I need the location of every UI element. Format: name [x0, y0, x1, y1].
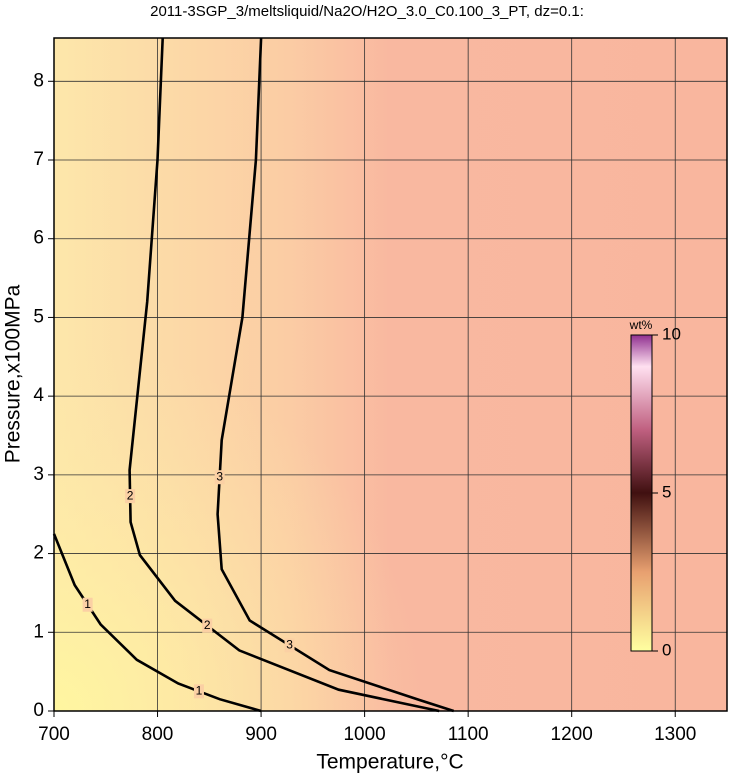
y-tick-label: 3	[33, 464, 44, 485]
y-axis-label: Pressure,x100MPa	[2, 284, 25, 463]
chart-title: 2011-3SGP_3/meltsliquid/Na2O/H2O_3.0_C0.…	[150, 3, 584, 20]
contour-label-bg	[202, 618, 213, 633]
plot-shading	[54, 38, 727, 711]
colorbar	[630, 334, 653, 652]
x-tick-label: 1000	[343, 724, 385, 745]
plot-frame	[53, 37, 728, 712]
contour-line	[216, 37, 455, 713]
contour-label: 3	[216, 469, 223, 483]
contour-label: 3	[286, 637, 293, 651]
contour-label-bg	[284, 638, 295, 653]
colorbar-tick-label: 0	[662, 640, 671, 659]
y-tick-label: 6	[33, 228, 44, 249]
contour-label: 2	[127, 488, 134, 502]
y-tick-label: 4	[33, 385, 44, 406]
y-tick-label: 5	[33, 306, 44, 327]
y-tick-label: 2	[33, 543, 44, 564]
y-tick-label: 0	[33, 700, 44, 721]
colorbar-label: wt%	[629, 318, 653, 332]
contour-line	[128, 37, 440, 713]
x-tick-label: 900	[245, 724, 277, 745]
x-tick-label: 1300	[654, 724, 696, 745]
contour-label: 2	[204, 618, 211, 632]
contour-label-bg	[125, 489, 136, 504]
x-axis-label: Temperature,°C	[316, 751, 463, 774]
contour-label: 1	[84, 597, 91, 611]
colorbar-tick-label: 10	[662, 324, 681, 343]
contour-label-bg	[82, 597, 93, 612]
y-tick-label: 7	[33, 149, 44, 170]
colorbar-tick-label: 5	[662, 482, 671, 501]
y-tick-label: 8	[33, 70, 44, 91]
y-tick-label: 1	[33, 621, 44, 642]
contour-label-bg	[214, 470, 225, 485]
contour-line	[52, 533, 262, 713]
x-tick-label: 1100	[448, 724, 489, 745]
x-tick-label: 1200	[551, 724, 593, 745]
contour-label: 1	[196, 683, 203, 697]
contour-label-bg	[193, 684, 204, 699]
x-tick-label: 700	[38, 724, 70, 745]
x-tick-label: 800	[142, 724, 174, 745]
